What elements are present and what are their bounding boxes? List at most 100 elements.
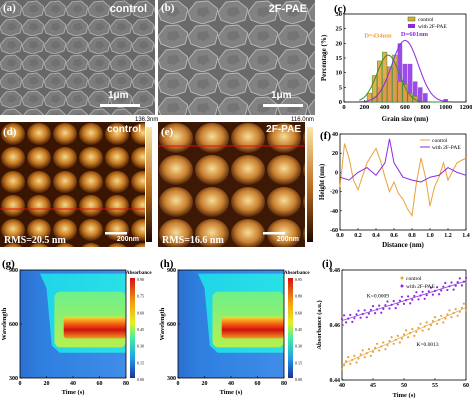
x-tick-label: 0.8: [408, 233, 416, 239]
data-point-control: [360, 353, 362, 355]
data-point-with-2f-pae: [366, 316, 368, 318]
data-point-with-2f-pae: [417, 298, 419, 300]
sem-a-scalebar-label: 1μm: [108, 90, 129, 101]
x-tick-label: 200: [359, 104, 369, 111]
data-point-control: [411, 328, 413, 330]
y-axis-label: Absorbance (a.u.): [316, 300, 323, 349]
x-tick-label: 40: [228, 381, 234, 387]
colorbar-tick-label: 0.30: [137, 344, 144, 349]
x-tick-label: 45: [370, 383, 376, 389]
data-point-with-2f-pae: [380, 312, 382, 314]
data-point-with-2f-pae: [349, 314, 351, 316]
y-tick-label: 40: [332, 132, 338, 138]
x-tick-label: 0.6: [390, 233, 398, 239]
afm-d-colorbar: [146, 127, 152, 242]
y-tick-label: 0.44: [330, 378, 341, 384]
x-tick-label: 600: [400, 104, 410, 111]
y-tick-label: 300: [167, 376, 176, 382]
y-axis-label: Wavelength: [159, 307, 166, 340]
data-point-with-2f-pae: [393, 300, 395, 302]
y-tick-label: 600: [9, 322, 18, 328]
data-point-with-2f-pae: [382, 308, 384, 310]
data-point-with-2f-pae: [403, 303, 405, 305]
x-axis-label: Time (s): [220, 389, 243, 396]
y-tick-label: 0.46: [330, 323, 341, 329]
colorbar-tick-label: 0.80: [295, 294, 302, 299]
data-point-with-2f-pae: [409, 302, 411, 304]
data-point-control: [355, 361, 357, 363]
colorbar-tick-label: 0.15: [295, 360, 302, 365]
legend-label: control: [406, 276, 422, 282]
data-point-with-2f-pae: [364, 309, 366, 311]
data-point-control: [384, 348, 386, 350]
x-tick-label: 20: [202, 381, 208, 387]
data-point-control: [419, 323, 421, 325]
x-tick-label: 60: [255, 381, 261, 387]
data-point-with-2f-pae: [370, 309, 372, 311]
afm-image-control: 136.3nm (d) control RMS=20.5 nm 200nm: [0, 122, 155, 252]
data-point-control: [422, 329, 424, 331]
data-point-with-2f-pae: [438, 293, 440, 295]
y-tick-label: 5: [339, 84, 343, 91]
colorbar: [130, 278, 135, 378]
data-point-with-2f-pae: [388, 307, 390, 309]
legend-label: control: [432, 138, 448, 144]
x-tick-label: 0: [19, 381, 22, 387]
data-point-control: [415, 331, 417, 333]
data-point-with-2f-pae: [345, 321, 347, 323]
colorbar-tick-label: 0.00: [137, 377, 144, 382]
y-tick-label: -20: [330, 190, 338, 196]
data-point-control: [434, 316, 436, 318]
data-point-control: [459, 311, 461, 313]
data-point-with-2f-pae: [413, 295, 415, 297]
x-tick-label: 60: [463, 383, 469, 389]
afm-e-title: 2F-PAE: [266, 124, 301, 135]
data-point-control: [407, 336, 409, 338]
panel-label-f: (f): [320, 130, 331, 142]
colorbar-label: Absorbance: [284, 271, 310, 276]
data-point-control: [386, 344, 388, 346]
data-point-control: [448, 309, 450, 311]
x-tick-label: 80: [123, 381, 129, 387]
data-point-control: [444, 317, 446, 319]
x-tick-label: 0: [177, 381, 180, 387]
x-tick-label: 1000: [439, 104, 452, 111]
data-point-with-2f-pae: [415, 291, 417, 293]
data-point-control: [432, 320, 434, 322]
x-tick-label: 80: [281, 381, 287, 387]
data-point-control: [349, 363, 351, 365]
legend-label: with 2F-PAE: [432, 145, 461, 151]
x-tick-label: 0: [342, 104, 345, 111]
x-tick-label: 0.2: [354, 233, 362, 239]
afm-e-max: 116.0nm: [291, 117, 314, 123]
annotation-d-with: D=601nm: [401, 31, 429, 38]
data-point-with-2f-pae: [353, 317, 355, 319]
data-point-control: [405, 329, 407, 331]
panel-label-i: (i): [322, 258, 332, 270]
sem-b-scalebar-label: 1μm: [271, 90, 292, 101]
data-point-with-2f-pae: [432, 294, 434, 296]
y-tick-label: 0: [339, 99, 342, 106]
data-point-with-2f-pae: [351, 321, 353, 323]
colorbar-tick-label: 0.95: [295, 277, 302, 282]
data-point-with-2f-pae: [360, 317, 362, 319]
x-tick-label: 40: [70, 381, 76, 387]
colorbar-tick-label: 0.60: [295, 310, 302, 315]
y-tick-label: 600: [167, 322, 176, 328]
data-point-control: [397, 335, 399, 337]
data-point-control: [391, 336, 393, 338]
data-point-control: [343, 364, 345, 366]
data-point-with-2f-pae: [372, 305, 374, 307]
afm-e-rms: RMS=16.6 nm: [162, 235, 224, 246]
data-point-control: [353, 355, 355, 357]
data-point-control: [463, 303, 465, 305]
data-point-with-2f-pae: [384, 304, 386, 306]
data-point-with-2f-pae: [378, 305, 380, 307]
afm-e-colorbar: [307, 127, 313, 242]
heatmap-region-hot: [64, 317, 126, 339]
data-point-control: [450, 316, 452, 318]
y-tick-label: 20: [336, 40, 343, 47]
